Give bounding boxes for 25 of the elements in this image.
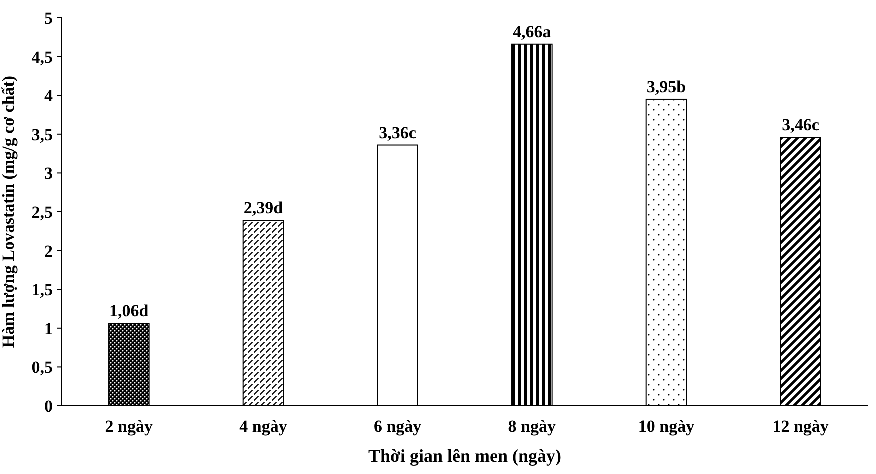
y-tick-label: 3: [44, 164, 53, 184]
data-label: 3,36c: [379, 123, 417, 142]
y-tick-label: 2: [44, 242, 53, 261]
x-tick-label: 8 ngày: [508, 417, 557, 436]
data-label: 3,95b: [646, 77, 686, 96]
y-tick-label: 5: [44, 8, 53, 28]
y-axis-title: Hàm lượng Lovastatin (mg/g cơ chất): [0, 76, 18, 348]
y-tick-label: 0,5: [32, 358, 53, 378]
y-tick-label: 3,5: [32, 125, 53, 144]
data-label: 3,46c: [782, 116, 820, 135]
y-tick-label: 1: [44, 319, 53, 338]
y-tick-label: 4,5: [32, 48, 53, 67]
data-label: 2,39d: [244, 198, 284, 218]
x-tick-label: 6 ngày: [374, 417, 422, 436]
y-tick-label: 1,5: [32, 280, 53, 300]
y-tick-label: 4: [44, 86, 54, 106]
y-tick-label: 2,5: [32, 202, 53, 222]
x-tick-label: 4 ngày: [240, 417, 288, 436]
x-axis-title: Thời gian lên men (ngày): [368, 446, 562, 466]
data-label: 1,06d: [110, 302, 150, 321]
x-tick-label: 2 ngày: [105, 417, 154, 436]
data-label: 4,66a: [513, 22, 552, 42]
x-tick-label: 12 ngày: [772, 417, 830, 436]
x-tick-label: 10 ngày: [638, 417, 696, 436]
y-tick-label: 0: [44, 396, 53, 416]
